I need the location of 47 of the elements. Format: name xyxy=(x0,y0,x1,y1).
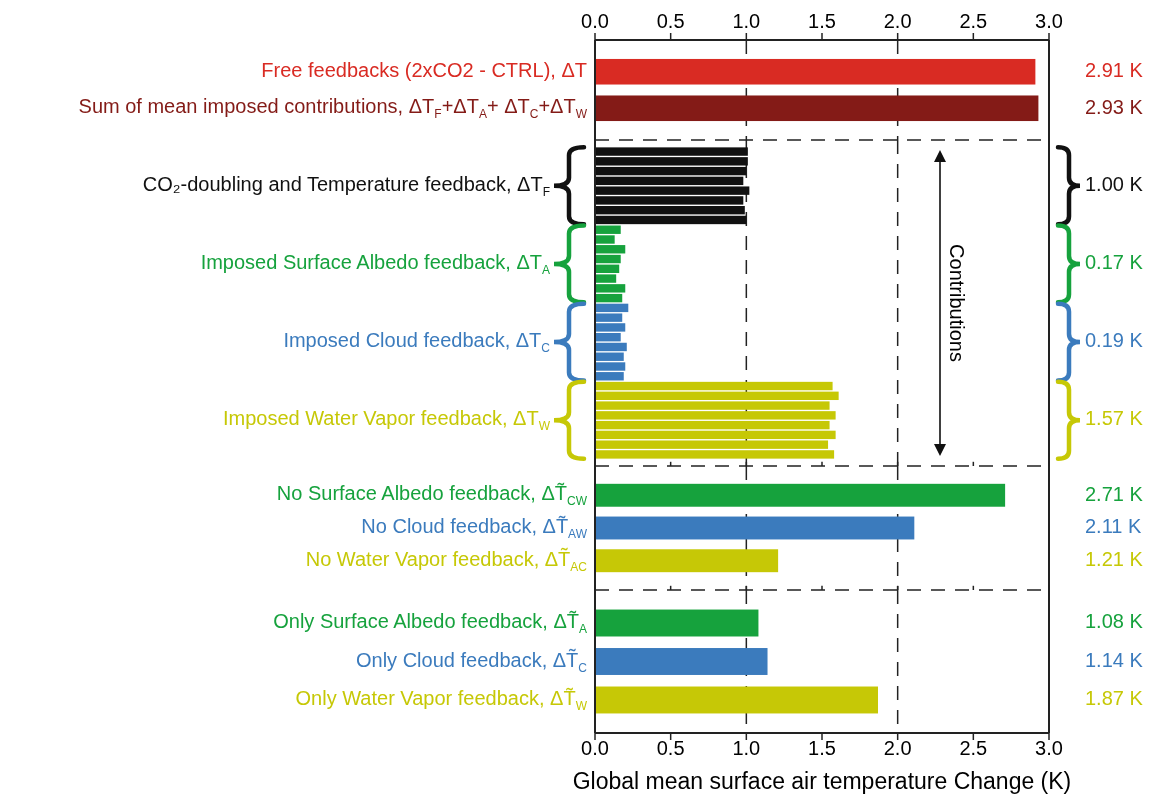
x-tick-label: 2.5 xyxy=(959,737,988,760)
text: 1.57 K xyxy=(1085,407,1144,430)
x-tick-label: 1.5 xyxy=(808,737,836,760)
data-label: 2.71 K xyxy=(1085,482,1144,505)
x2-tick-label: 1.5 xyxy=(808,10,836,33)
data-label: 1.14 K xyxy=(1085,648,1144,671)
y-tick-label: Only Surface Albedo feedback, ΔT̃$_{A}$ xyxy=(273,609,587,637)
x-tick-label: 2.0 xyxy=(883,737,912,760)
data-label: 1.21 K xyxy=(1085,548,1144,571)
text: Imposed Surface Albedo feedback, ΔT$_{A}$ xyxy=(200,251,550,278)
category-label: No Water Vapor feedback, ΔT̃$_{AC}$ xyxy=(305,548,587,574)
x-tick-label: 0.0 xyxy=(581,737,609,760)
text: CO₂-doubling and Temperature feedback, ΔT$_{F}$ xyxy=(142,173,550,199)
data-label: 2.91 K xyxy=(1085,59,1144,82)
x-tick-label: 1.0 xyxy=(732,737,761,760)
bar xyxy=(595,342,627,352)
x2-tick-label: 2.5 xyxy=(959,10,988,33)
bar xyxy=(595,686,878,714)
x2-tick-label: 0.5 xyxy=(656,10,685,33)
bar xyxy=(595,215,747,225)
bar xyxy=(595,609,759,637)
x2-tick-label: 1.0 xyxy=(732,10,761,33)
text: Imposed Water Vapor feedback, ΔT$_{W}$ xyxy=(222,407,551,434)
x-tick-label: 0.5 xyxy=(656,737,685,760)
data-label: 2.93 K xyxy=(1085,95,1144,118)
x2-tick-label: 3.0 xyxy=(1035,10,1063,33)
y-tick-label: Free feedbacks (2xCO2 - CTRL), ΔT xyxy=(261,59,587,82)
x-tick-label: 3.0 xyxy=(1035,737,1063,760)
y-tick-label: Only Water Vapor feedback, ΔT̃$_{W}$ xyxy=(295,686,588,714)
y-tick-label: Sum of mean imposed contributions, ΔT$_{F}$+ΔT$_{A}$+ ΔT$_{C}$+ΔT$_{W}$ xyxy=(78,95,588,122)
bar xyxy=(595,254,621,264)
data-label: 1.87 K xyxy=(1085,687,1144,710)
y-tick-label: Only Cloud feedback, ΔT̃$_{C}$ xyxy=(355,648,588,675)
x2-tick-label: 2.0 xyxy=(883,10,912,33)
x2-tick-label: 0.0 xyxy=(581,10,609,33)
text: Imposed Cloud feedback, ΔT$_{C}$ xyxy=(283,329,551,356)
data-label: 1.08 K xyxy=(1085,610,1144,633)
data-label: 2.11 K xyxy=(1085,515,1142,538)
bar xyxy=(595,648,768,675)
annotation: Contributions xyxy=(945,244,968,362)
category-label: No Cloud feedback, ΔT̃$_{AW}$ xyxy=(361,515,587,542)
x-axis-title: Global mean surface air temperature Change (K) xyxy=(572,768,1072,794)
bar xyxy=(595,381,833,391)
category-label: No Surface Albedo feedback, ΔT̃$_{CW}$ xyxy=(276,482,587,509)
text: 0.17 K xyxy=(1085,251,1144,274)
text: 1.00 K xyxy=(1085,173,1144,196)
text: 0.19 K xyxy=(1085,329,1144,352)
